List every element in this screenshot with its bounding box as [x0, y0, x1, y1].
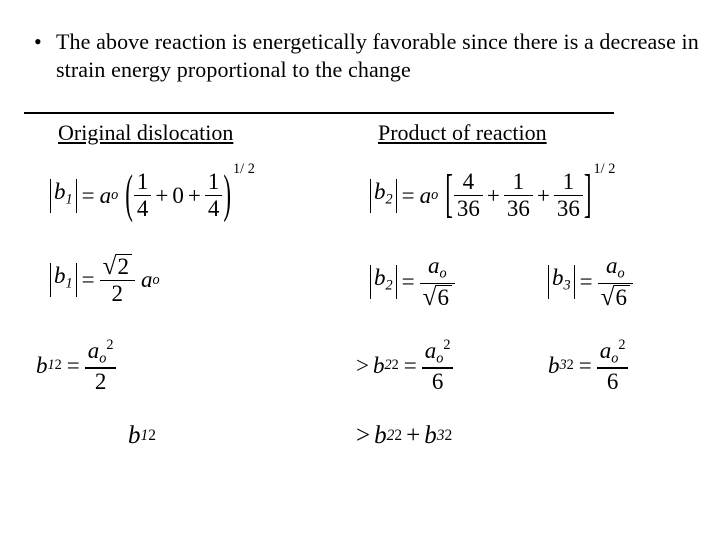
eq-b3-sq: b32 = ao2 6 [548, 338, 628, 394]
header-original: Original dislocation [58, 120, 378, 146]
bullet-row: • The above reaction is energetically fa… [0, 28, 720, 84]
eq-b3-val: b3 = ao √6 [548, 254, 633, 310]
eq-b1-val: b1 = √2 2 ao [50, 254, 160, 307]
eq-b1-sq-lhs: b12 [128, 422, 156, 450]
slide: • The above reaction is energetically fa… [0, 0, 720, 540]
eq-b2-val: b2 = ao √6 [370, 254, 455, 310]
column-headers: Original dislocation Product of reaction [0, 120, 720, 146]
eq-b2-sq: > b22 = ao2 6 [356, 338, 453, 394]
eq-sum-ineq: > b22 + b32 [356, 422, 452, 450]
eq-b2-def: b2 = ao [ 436 + 136 + 136 ] 1/ 2 [370, 170, 615, 221]
bullet-text: The above reaction is energetically favo… [56, 28, 700, 84]
header-product: Product of reaction [378, 120, 547, 146]
bullet-marker: • [34, 28, 56, 56]
eq-b1-def: b1 = ao ( 14 + 0 + 14 ) 1/ 2 [50, 170, 255, 221]
eq-b1-sq: b12 = ao2 2 [36, 338, 116, 394]
divider-line [24, 112, 614, 114]
